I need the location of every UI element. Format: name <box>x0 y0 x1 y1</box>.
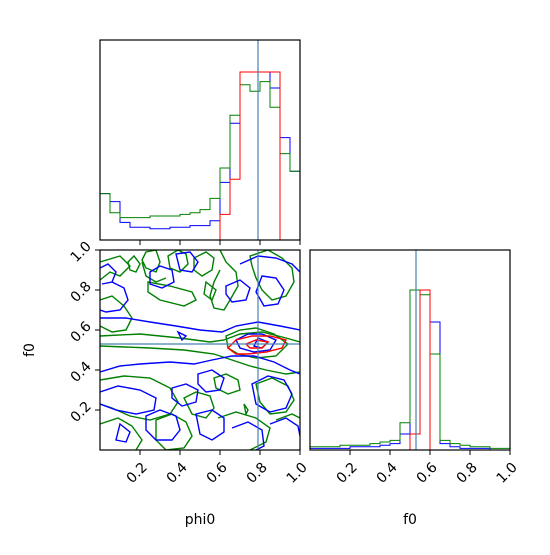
f0-marginal-xtick-label-4: 1.0 <box>494 460 521 487</box>
phi0-hist-series-0 <box>99 71 301 240</box>
phi0-marginal-frame <box>99 39 301 241</box>
joint-xtick-label-2: 0.6 <box>204 460 231 487</box>
f0-marginal-panel: 0.2 0.4 0.6 0.8 1.0 <box>309 249 521 487</box>
phi0-hist-series-1 <box>99 81 301 240</box>
blue-contours <box>100 251 300 450</box>
f0-marginal-xtick-label-3: 0.8 <box>454 460 481 487</box>
joint-xtick-label-3: 0.8 <box>244 460 271 487</box>
joint-xtick-label-0: 0.2 <box>124 460 151 487</box>
phi0-marginal-panel <box>99 39 301 245</box>
joint-ytick-label-3: 0.8 <box>68 279 95 306</box>
joint-contour-panel: 0.2 0.4 0.6 0.8 1.0 0.2 0.4 0.6 0.8 1.0 <box>68 239 311 487</box>
y-axis-label-f0: f0 <box>22 343 38 357</box>
joint-ytick-label-0: 0.2 <box>68 399 95 426</box>
f0-hist-series-1 <box>309 289 511 450</box>
f0-marginal-xtick-label-1: 0.4 <box>374 460 401 487</box>
f0-marginal-xtick-label-2: 0.6 <box>414 460 441 487</box>
x-axis-label-phi0: phi0 <box>185 512 216 528</box>
joint-xtick-label-4: 1.0 <box>284 460 311 487</box>
f0-marginal-xtick-label-0: 0.2 <box>334 460 361 487</box>
joint-ytick-label-1: 0.4 <box>68 359 95 386</box>
joint-ytick-label-4: 1.0 <box>68 239 95 266</box>
f0-marginal-frame <box>309 249 511 451</box>
x-axis-label-f0: f0 <box>403 512 417 528</box>
joint-frame <box>99 249 301 451</box>
joint-xtick-label-1: 0.4 <box>164 460 191 487</box>
joint-ytick-label-2: 0.6 <box>68 319 95 346</box>
